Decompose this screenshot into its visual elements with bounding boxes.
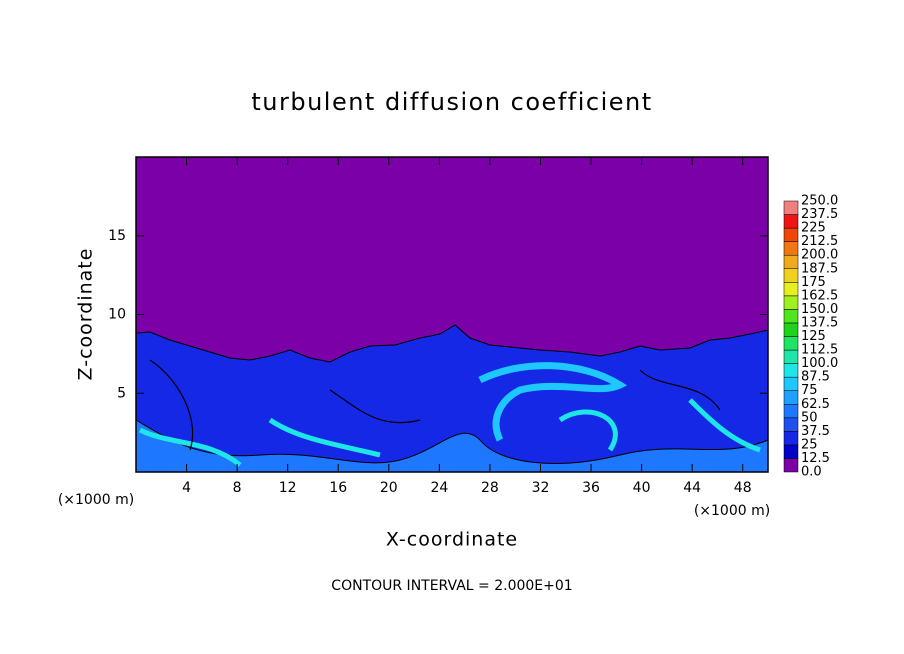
colorbar-bin: [783, 254, 799, 269]
colorbar-label: 200.0: [801, 248, 838, 263]
x-tick-label: 28: [481, 480, 499, 496]
y-tick-label: 10: [108, 307, 126, 323]
x-tick-label: 36: [582, 480, 600, 496]
colorbar-label: 25: [801, 437, 818, 452]
colorbar-bin: [783, 404, 799, 419]
x-tick-label: 16: [329, 480, 347, 496]
field-streak: [478, 362, 628, 442]
x-tick-label: 4: [182, 480, 191, 496]
colorbar-bin: [783, 241, 799, 256]
x-tick-label: 32: [532, 480, 550, 496]
colorbar-bin: [783, 227, 799, 242]
colorbar-bin: [783, 309, 799, 324]
colorbar-bin: [783, 295, 799, 310]
colorbar-label: 162.5: [801, 288, 838, 303]
y-tick-label: 5: [117, 385, 126, 401]
x-tick-label: 48: [734, 480, 752, 496]
colorbar-label: 100.0: [801, 356, 838, 371]
colorbar-bin: [783, 349, 799, 364]
y-tick-label: 15: [108, 228, 126, 244]
colorbar-label: 112.5: [801, 343, 838, 358]
x-tick-label: 8: [233, 480, 242, 496]
colorbar-bin: [783, 336, 799, 351]
x-tick-label: 24: [430, 480, 448, 496]
colorbar-bin: [783, 214, 799, 229]
colorbar-label: 150.0: [801, 302, 838, 317]
colorbar-bin: [783, 444, 799, 459]
x-unit-label: (×1000 m): [58, 492, 134, 508]
colorbar-bin: [783, 390, 799, 405]
field-region: [135, 324, 769, 473]
x-axis-label: X-coordinate: [386, 529, 518, 551]
colorbar-bin: [783, 363, 799, 378]
x-tick-label: 12: [279, 480, 297, 496]
colorbar-label: 12.5: [801, 451, 830, 466]
colorbar-label: 187.5: [801, 261, 838, 276]
colorbar-bin: [783, 282, 799, 297]
colorbar-bin: [783, 431, 799, 446]
colorbar-label: 50: [801, 410, 818, 425]
colorbar-bin: [783, 322, 799, 337]
colorbar-label: 237.5: [801, 207, 838, 222]
colorbar-label: 175: [801, 275, 826, 290]
colorbar-bin: [783, 376, 799, 391]
colorbar-label: 225: [801, 221, 826, 236]
x-tick-label: 20: [380, 480, 398, 496]
colorbar-label: 37.5: [801, 424, 830, 439]
colorbar-bin: [783, 458, 799, 473]
colorbar-label: 62.5: [801, 397, 830, 412]
colorbar-bin: [783, 417, 799, 432]
field-region: [135, 419, 769, 473]
colorbar-label: 250.0: [801, 194, 838, 209]
colorbar-bin: [783, 268, 799, 283]
colorbar-label: 212.5: [801, 234, 838, 249]
colorbar-label: 0.0: [801, 465, 822, 480]
y-axis-label: Z-coordinate: [75, 248, 97, 381]
field-streak: [138, 398, 761, 467]
colorbar-label: 87.5: [801, 370, 830, 385]
contour-field: [135, 157, 769, 473]
chart-title: turbulent diffusion coefficient: [251, 88, 652, 116]
footer-note: CONTOUR INTERVAL = 2.000E+01: [331, 578, 572, 594]
x-tick-label: 40: [633, 480, 651, 496]
contour-line: [149, 359, 721, 451]
colorbar-label: 137.5: [801, 315, 838, 330]
colorbar-label: 75: [801, 383, 818, 398]
colorbar-label: 125: [801, 329, 826, 344]
colorbar-bin: [783, 200, 799, 215]
x-tick-label: 44: [683, 480, 701, 496]
x-unit-label: (×1000 m): [694, 503, 770, 519]
